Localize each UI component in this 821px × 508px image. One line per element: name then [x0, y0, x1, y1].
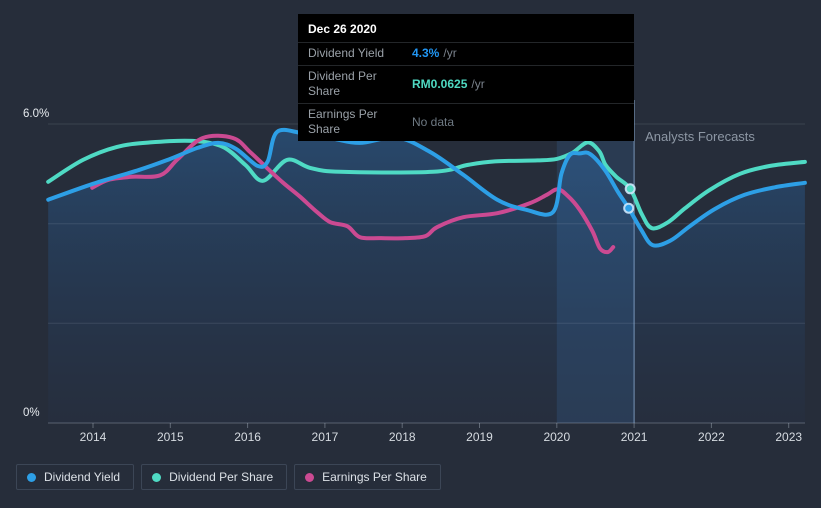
x-axis-label: 2023: [775, 430, 802, 444]
legend-label: Earnings Per Share: [322, 470, 427, 484]
series-line-dividend-per-share: [46, 138, 807, 231]
tooltip-row-earnings-per-share: Earnings Per Share No data: [298, 103, 634, 141]
series-line-dividend-yield: [46, 127, 807, 248]
tooltip-unit: /yr: [471, 76, 485, 91]
tooltip-value: RM0.0625: [412, 76, 468, 91]
area-fill-dividend-yield: [48, 129, 805, 423]
x-axis-label: 2014: [80, 430, 107, 444]
data-point-marker-dividend-yield[interactable]: [623, 202, 635, 214]
tooltip-value: No data: [412, 114, 455, 129]
tooltip-row-dividend-per-share: Dividend Per Share RM0.0625 /yr: [298, 65, 634, 103]
tooltip-label: Dividend Yield: [308, 46, 385, 60]
legend-item-earnings-per-share[interactable]: Earnings Per Share: [294, 464, 441, 490]
chart-legend: Dividend Yield Dividend Per Share Earnin…: [16, 464, 441, 490]
tooltip-row-dividend-yield: Dividend Yield 4.3% /yr: [298, 42, 634, 65]
tooltip-label: Dividend Per Share: [308, 69, 377, 98]
legend-dot-icon: [27, 472, 36, 482]
legend-dot-icon: [152, 472, 162, 482]
chart-tooltip: Dec 26 2020 Dividend Yield 4.3% /yr Divi…: [298, 14, 634, 141]
legend-item-dividend-yield[interactable]: Dividend Yield: [16, 464, 135, 490]
data-point-marker-dividend-per-share[interactable]: [624, 183, 636, 195]
legend-label: Dividend Per Share: [169, 470, 274, 484]
x-axis-label: 2019: [466, 430, 493, 444]
x-axis-label: 2021: [621, 430, 648, 444]
x-axis-label: 2022: [698, 430, 725, 444]
x-axis-label: 2017: [312, 430, 339, 444]
x-axis-label: 2018: [389, 430, 416, 444]
tooltip-date: Dec 26 2020: [308, 22, 377, 36]
legend-label: Dividend Yield: [44, 470, 121, 484]
series-line-earnings-per-share: [90, 133, 616, 255]
tooltip-value: 4.3%: [412, 46, 440, 60]
legend-item-dividend-per-share[interactable]: Dividend Per Share: [141, 464, 288, 490]
tooltip-label: Earnings Per Share: [308, 107, 378, 136]
x-axis-label: 2020: [543, 430, 570, 444]
x-axis-label: 2015: [157, 430, 184, 444]
x-axis-label: 2016: [234, 430, 261, 444]
tooltip-unit: /yr: [443, 46, 457, 60]
highlight-band: [556, 103, 635, 423]
y-axis-label-top: 6.0%: [23, 108, 49, 120]
analysts-forecasts-label: Analysts Forecasts: [645, 129, 755, 144]
y-axis-label-bottom: 0%: [23, 407, 40, 419]
legend-dot-icon: [305, 472, 315, 482]
